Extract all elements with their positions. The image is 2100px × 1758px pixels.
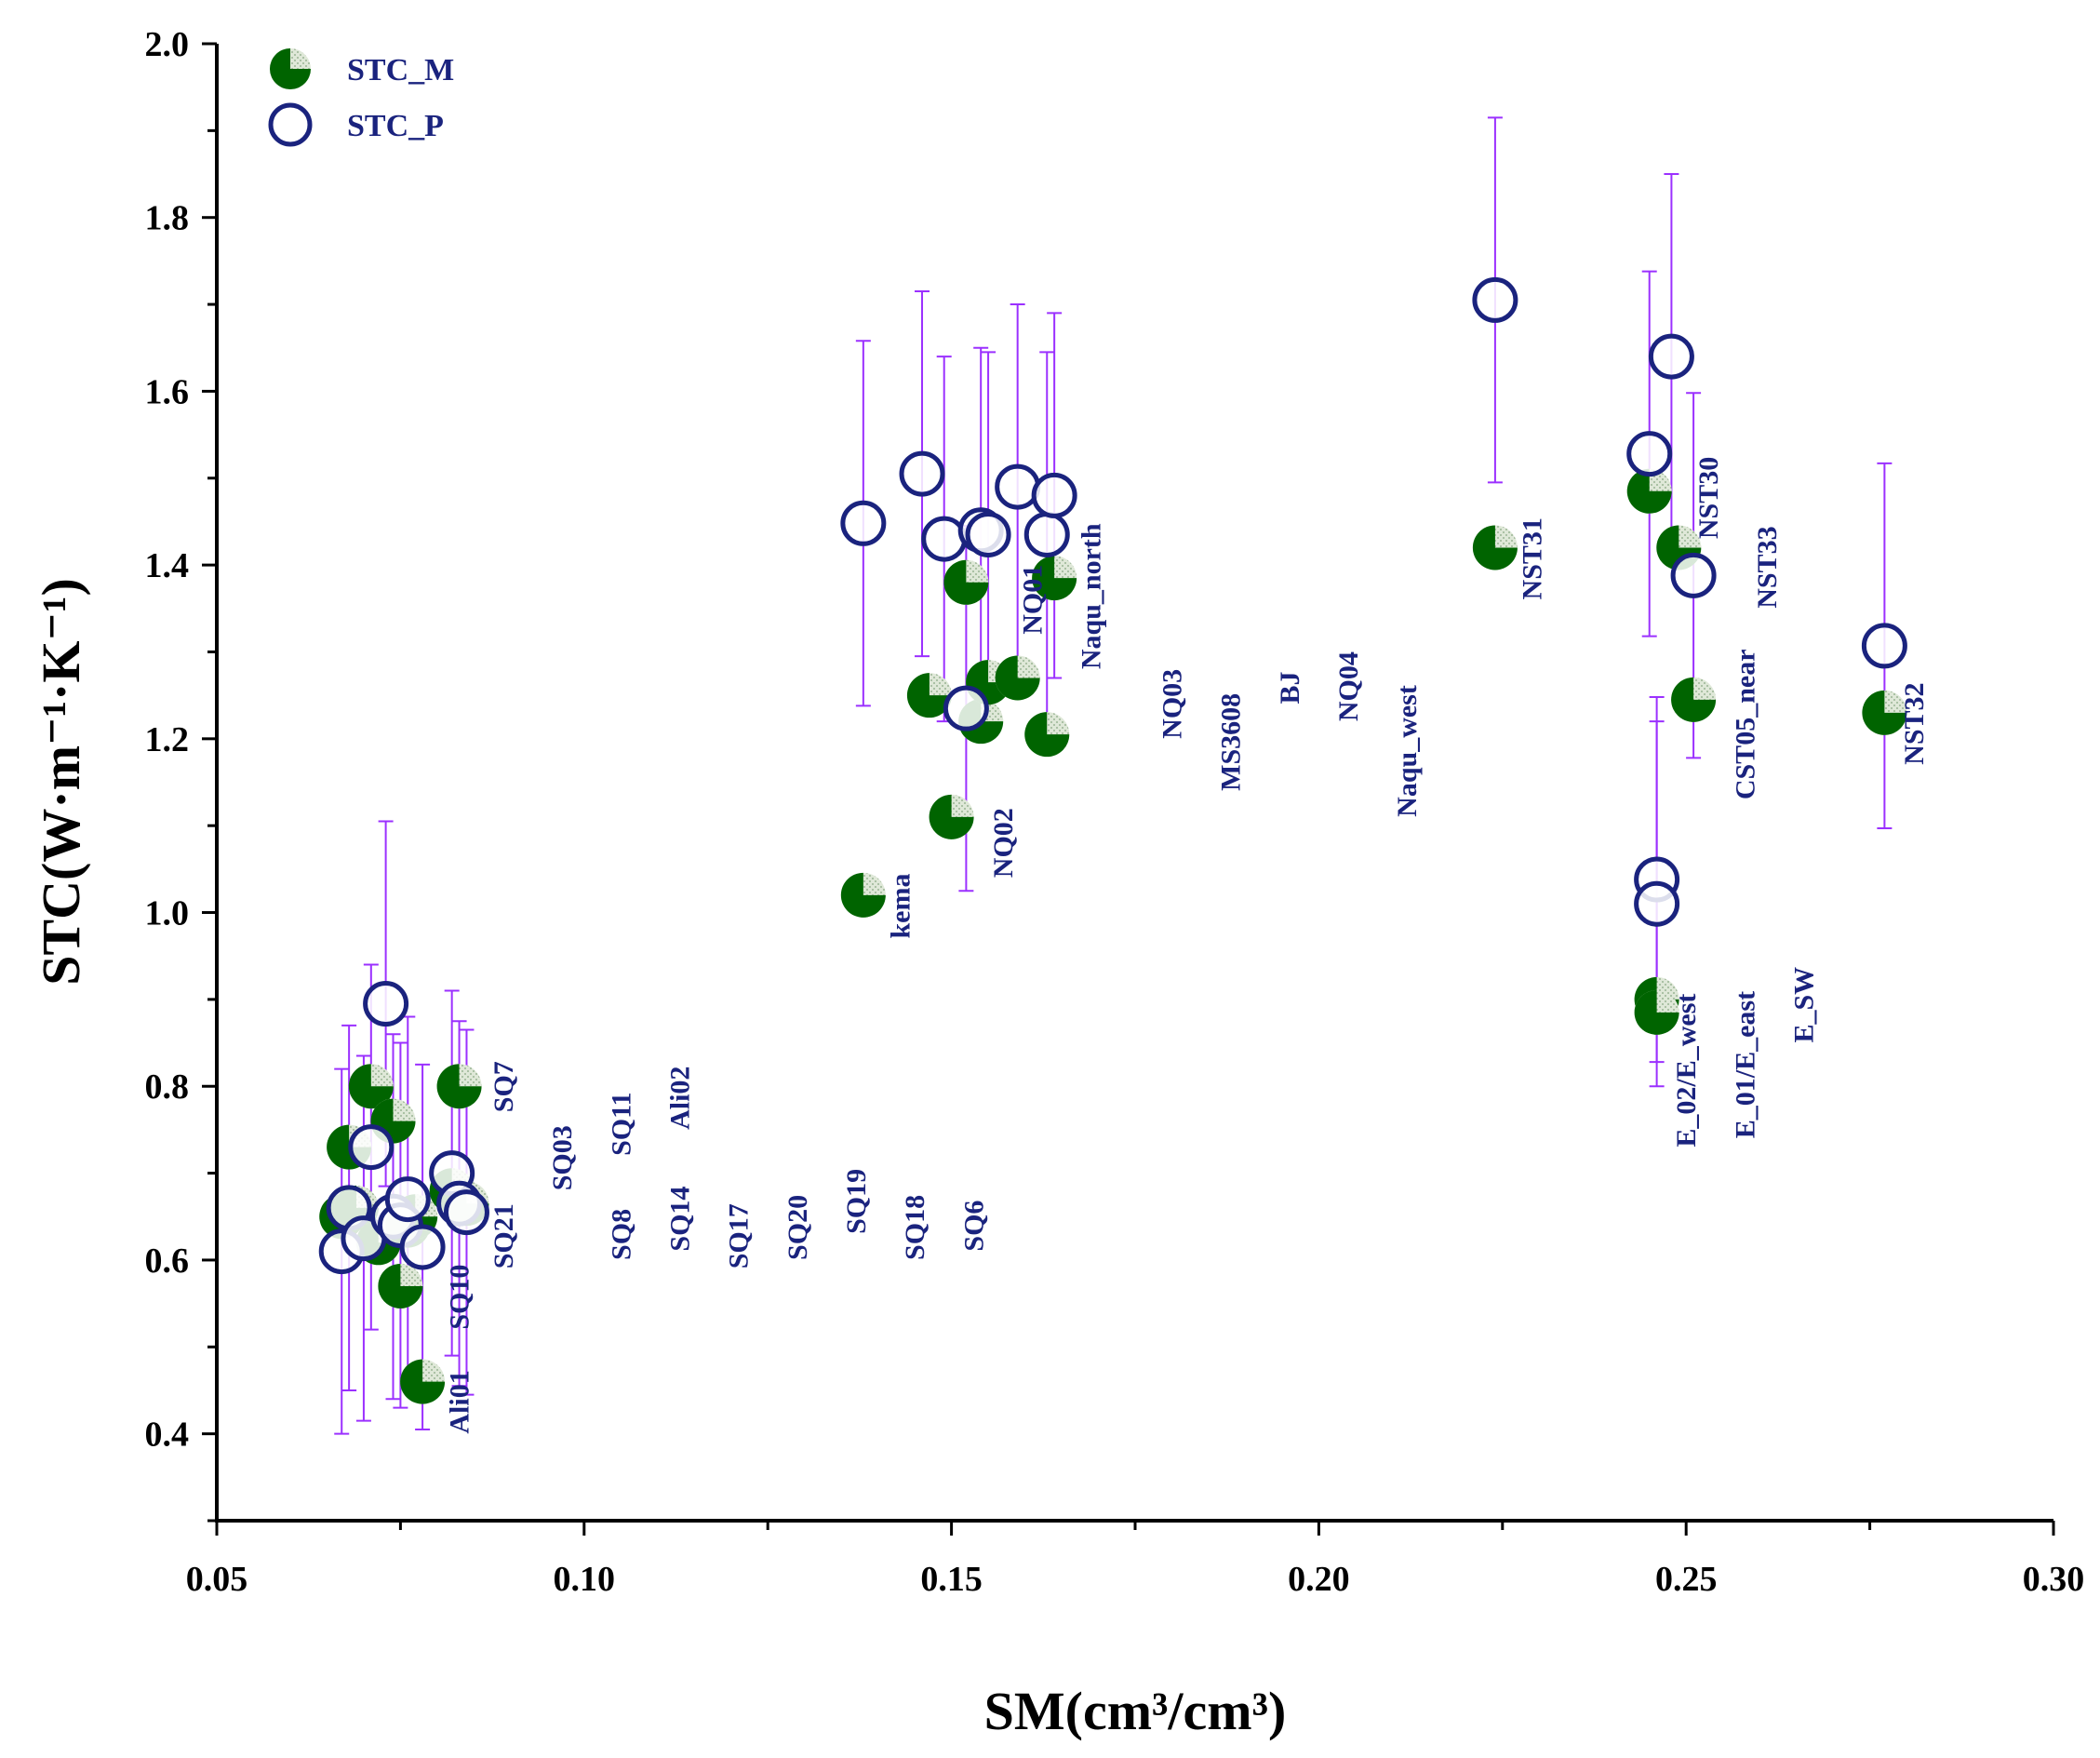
site-label: NQ02 xyxy=(988,808,1019,878)
site-label: NST32 xyxy=(1899,682,1930,764)
site-label: SQ20 xyxy=(782,1195,813,1260)
stc-m-point xyxy=(378,1263,423,1308)
stc-p-point xyxy=(384,1176,431,1223)
site-label: SQ10 xyxy=(445,1265,475,1330)
site-label: NST31 xyxy=(1517,517,1547,599)
site-label: E_02/E_west xyxy=(1671,994,1702,1147)
stc-m-point xyxy=(436,1064,482,1109)
site-label: SQ21 xyxy=(488,1203,519,1268)
site-label: kema xyxy=(885,874,916,939)
stc-m-point xyxy=(995,655,1040,701)
stc-p-point xyxy=(921,516,968,562)
stc-p-point xyxy=(1648,333,1694,380)
site-label: E_01/E_east xyxy=(1730,991,1760,1138)
site-label: Naqu_north xyxy=(1077,523,1107,669)
stc-p-point xyxy=(399,1224,446,1270)
x-tick-label: 0.20 xyxy=(1288,1560,1350,1599)
site-label: SQ11 xyxy=(606,1093,636,1156)
site-label: E_SW xyxy=(1789,967,1820,1043)
site-label: NST30 xyxy=(1693,457,1724,539)
site-label: Naqu_west xyxy=(1392,685,1423,817)
site-labels: SQ7 SQ21 SQ10 Ali01 SQ03 SQ11 Ali02 SQ8 SQ14 SQ17… xyxy=(445,457,1930,1434)
stc-p-point xyxy=(1634,880,1680,927)
y-tick-label: 0.8 xyxy=(145,1067,190,1107)
stc-m-point xyxy=(1032,556,1077,601)
site-label: SQ14 xyxy=(664,1187,695,1252)
stc-p-point xyxy=(840,500,887,546)
stc-m-point xyxy=(400,1359,446,1404)
stc-p-point xyxy=(899,450,945,497)
stc-p-point xyxy=(363,981,409,1027)
stc-m-point xyxy=(1634,989,1679,1035)
site-label: SQ6 xyxy=(958,1201,989,1252)
stc-p-point xyxy=(995,463,1041,510)
site-label: NST33 xyxy=(1752,526,1783,608)
site-label: Ali01 xyxy=(445,1370,475,1433)
site-label: BJ xyxy=(1275,671,1305,704)
y-tick-label: 0.4 xyxy=(145,1416,190,1455)
stc-m-point xyxy=(1862,690,1907,735)
y-tick-label: 1.8 xyxy=(145,199,190,238)
x-tick-label: 0.30 xyxy=(2023,1560,2085,1599)
site-label: SQ18 xyxy=(900,1195,930,1260)
stc-p-point xyxy=(1031,472,1077,518)
site-label: SQ7 xyxy=(488,1061,519,1112)
stc-m-point xyxy=(929,794,974,839)
y-axis-title: STC(W·m⁻¹·K⁻¹) xyxy=(31,578,91,986)
stc-m-point xyxy=(1024,712,1070,758)
legend: STC_M STC_P xyxy=(268,48,454,147)
legend-label-stc-p: STC_P xyxy=(347,109,444,143)
y-tick-label: 1.0 xyxy=(145,894,190,933)
stc-p-point xyxy=(1861,623,1907,669)
y-tick-label: 1.2 xyxy=(145,720,190,759)
stc-p-points xyxy=(318,276,1907,1275)
axes xyxy=(215,44,2053,1523)
stc-p-point xyxy=(348,1124,395,1171)
x-axis-title: SM(cm³/cm³) xyxy=(984,1681,1287,1741)
site-label: Ali02 xyxy=(664,1067,695,1130)
stc-m-point xyxy=(1472,525,1518,570)
stc-m-point xyxy=(1626,468,1672,514)
x-tick-label: 0.05 xyxy=(186,1560,248,1599)
y-tick-label: 0.6 xyxy=(145,1241,190,1281)
site-label: SQ03 xyxy=(547,1125,578,1190)
site-label: SQ17 xyxy=(724,1203,755,1268)
site-label: CST05_near xyxy=(1730,649,1760,799)
site-label: SQ8 xyxy=(606,1209,636,1260)
stc-p-point xyxy=(1023,511,1070,557)
stc-p-point xyxy=(1472,276,1518,323)
error-bars xyxy=(334,116,1893,1435)
y-tick-label: 2.0 xyxy=(145,25,190,64)
y-tick-label: 1.4 xyxy=(145,546,190,585)
stc-m-point xyxy=(840,872,886,918)
legend-marker-stc-m xyxy=(270,48,311,89)
site-label: NQ01 xyxy=(1017,565,1048,635)
site-label: MS3608 xyxy=(1216,693,1247,791)
y-tick-label: 1.6 xyxy=(145,372,190,411)
site-label: NQ03 xyxy=(1157,669,1187,739)
x-tick-label: 0.25 xyxy=(1655,1560,1718,1599)
x-tick-label: 0.10 xyxy=(554,1560,616,1599)
stc-m-point xyxy=(348,1064,394,1109)
site-label: SQ19 xyxy=(841,1169,872,1234)
stc-p-point xyxy=(1626,431,1673,477)
stc-m-points xyxy=(319,468,1907,1404)
stc-m-point xyxy=(906,673,952,718)
x-ticks: 0.05 0.10 0.15 0.20 0.25 0.30 xyxy=(186,1521,2085,1599)
stc-m-point xyxy=(943,559,989,605)
stc-p-point xyxy=(965,511,1011,557)
stc-p-point xyxy=(1670,552,1717,598)
legend-label-stc-m: STC_M xyxy=(347,53,454,87)
y-ticks: 0.4 0.6 0.8 1.0 1.2 1.4 1.6 1.8 2.0 xyxy=(145,25,217,1523)
legend-marker-stc-p xyxy=(268,102,313,147)
stc-p-point xyxy=(443,1189,489,1236)
stc-p-point xyxy=(943,685,989,731)
site-label: NQ04 xyxy=(1333,651,1364,721)
x-tick-label: 0.15 xyxy=(920,1560,983,1599)
stc-m-point xyxy=(1671,677,1717,722)
